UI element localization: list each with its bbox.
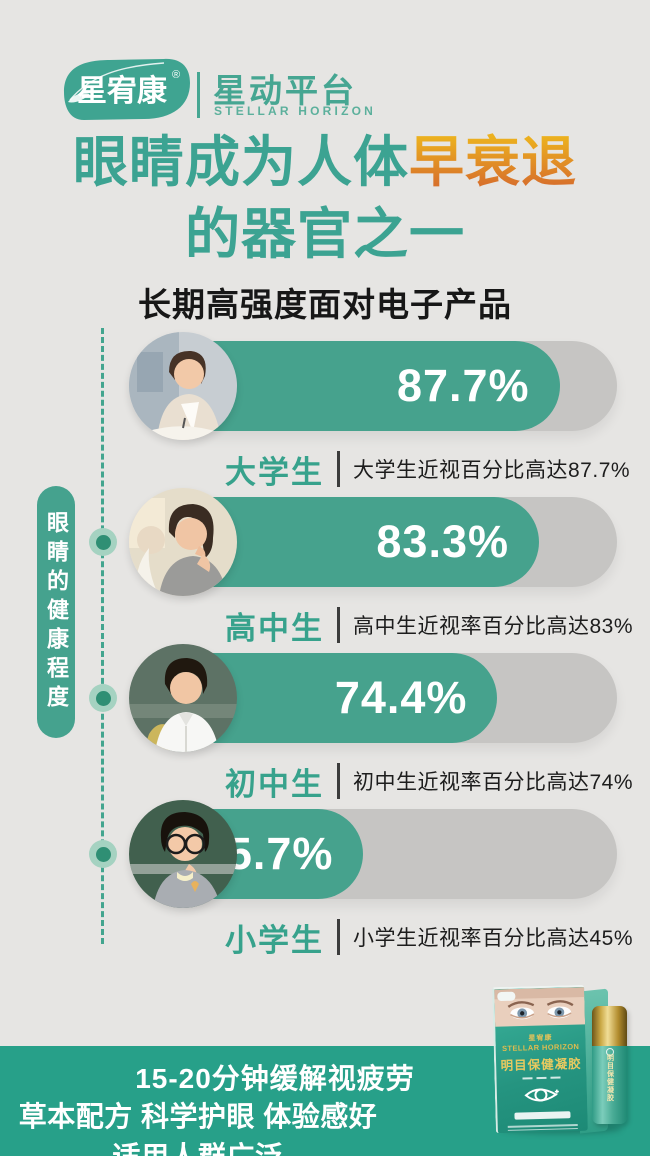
timeline-dot <box>89 840 117 868</box>
category-description: 初中生近视率百分比高达74% <box>353 771 634 794</box>
label-divider <box>337 451 340 487</box>
category-label: 小学生 <box>225 922 324 958</box>
brand-leaf-logo: 星宥康 ® <box>60 56 192 122</box>
label-divider <box>337 763 340 799</box>
box-brand-en: STELLAR HORIZON <box>501 1041 580 1053</box>
highschool-girl-thinking-photo <box>129 488 237 596</box>
side-axis-label: 眼睛的健康程度 <box>37 486 75 738</box>
eyes-photo <box>494 987 586 1027</box>
bar-label-row: 小学生 小学生近视率百分比高达45% <box>225 916 633 958</box>
bar-value-label: 83.3% <box>376 516 509 567</box>
label-divider <box>337 607 340 643</box>
college-girl-studying-photo <box>129 332 237 440</box>
product-bottle: 明目保健凝胶 <box>592 1006 627 1124</box>
title-teal-part: 眼睛成为人体 <box>72 131 409 193</box>
bottle-label: 明目保健凝胶 <box>606 1054 614 1102</box>
bottle-gold-cap <box>592 1006 627 1046</box>
category-label: 高中生 <box>225 610 324 646</box>
footer-line-2: 草本配方 科学护眼 体验感好 适用人群广泛 <box>18 1101 378 1156</box>
platform-name: 星动平台 <box>213 72 357 109</box>
timeline-dot <box>89 684 117 712</box>
bottle-logo-icon <box>605 1048 614 1056</box>
main-title: 眼睛成为人体早衰退 的器官之一 <box>0 126 650 270</box>
eye-logo-icon <box>497 1082 588 1108</box>
title-orange-part: 早衰退 <box>409 131 578 193</box>
box-spec-strip <box>514 1111 571 1120</box>
product-box: 星宥康 STELLAR HORIZON 明目保健凝胶 <box>492 984 588 1134</box>
category-description: 高中生近视率百分比高达83% <box>353 615 634 638</box>
category-description: 大学生近视百分比高达87.7% <box>353 459 631 482</box>
title-line-2: 的器官之一 <box>184 203 465 265</box>
subtitle: 长期高强度面对电子产品 <box>138 286 512 323</box>
timeline-dot <box>89 528 117 556</box>
bar-label-row: 大学生 大学生近视百分比高达87.7% <box>225 448 630 490</box>
title-line-1: 眼睛成为人体早衰退 <box>0 126 650 198</box>
bar-label-row: 初中生 初中生近视率百分比高达74% <box>225 760 633 802</box>
platform-name-en: STELLAR HORIZON <box>214 104 376 118</box>
box-brand-chip <box>497 991 516 1002</box>
logo-text: 星宥康 <box>77 74 168 108</box>
side-axis-label-text: 眼睛的健康程度 <box>44 510 69 714</box>
category-label: 大学生 <box>225 454 324 490</box>
bottle-body: 明目保健凝胶 <box>592 1046 627 1124</box>
category-label: 初中生 <box>225 766 324 802</box>
registered-mark: ® <box>172 69 180 81</box>
bar-label-row: 高中生 高中生近视率百分比高达83% <box>225 604 633 646</box>
product-name: 明目保健凝胶 <box>500 1056 582 1074</box>
timeline-dashed-line <box>101 328 104 944</box>
primary-boy-glasses-photo <box>129 800 237 908</box>
bar-value-label: 87.7% <box>396 360 530 411</box>
bar-value-label: 74.4% <box>334 672 468 723</box>
box-feature-marks <box>496 1076 586 1080</box>
leaf-shape-icon: 星宥康 ® <box>64 58 190 120</box>
logo-divider <box>197 72 200 118</box>
footer-line-1: 15-20分钟缓解视疲劳 <box>135 1063 415 1094</box>
category-description: 小学生近视率百分比高达45% <box>353 927 634 950</box>
middleschool-boy-photo <box>129 644 237 752</box>
label-divider <box>337 919 340 955</box>
